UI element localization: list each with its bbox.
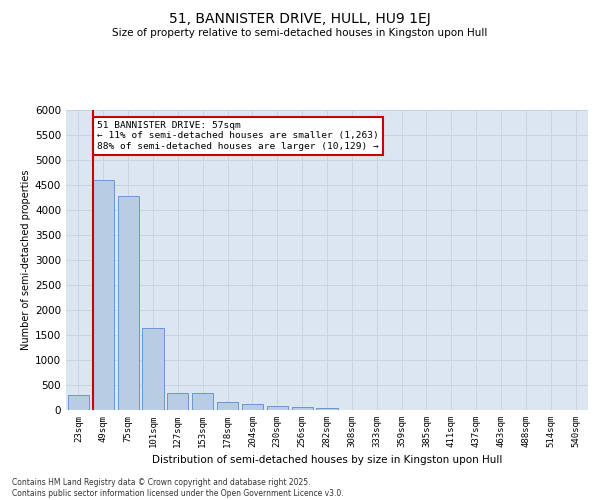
Bar — [142, 328, 164, 410]
Text: 51 BANNISTER DRIVE: 57sqm
← 11% of semi-detached houses are smaller (1,263)
88% : 51 BANNISTER DRIVE: 57sqm ← 11% of semi-… — [97, 121, 379, 151]
Y-axis label: Number of semi-detached properties: Number of semi-detached properties — [21, 170, 31, 350]
Bar — [267, 406, 288, 410]
Bar — [118, 196, 139, 410]
Bar — [292, 407, 313, 410]
Bar — [316, 408, 338, 410]
Bar — [192, 393, 213, 410]
Bar — [242, 404, 263, 410]
Bar — [167, 392, 188, 410]
X-axis label: Distribution of semi-detached houses by size in Kingston upon Hull: Distribution of semi-detached houses by … — [152, 456, 502, 466]
Bar — [93, 180, 114, 410]
Text: 51, BANNISTER DRIVE, HULL, HU9 1EJ: 51, BANNISTER DRIVE, HULL, HU9 1EJ — [169, 12, 431, 26]
Bar — [217, 402, 238, 410]
Text: Size of property relative to semi-detached houses in Kingston upon Hull: Size of property relative to semi-detach… — [112, 28, 488, 38]
Text: Contains HM Land Registry data © Crown copyright and database right 2025.
Contai: Contains HM Land Registry data © Crown c… — [12, 478, 344, 498]
Bar — [68, 394, 89, 410]
